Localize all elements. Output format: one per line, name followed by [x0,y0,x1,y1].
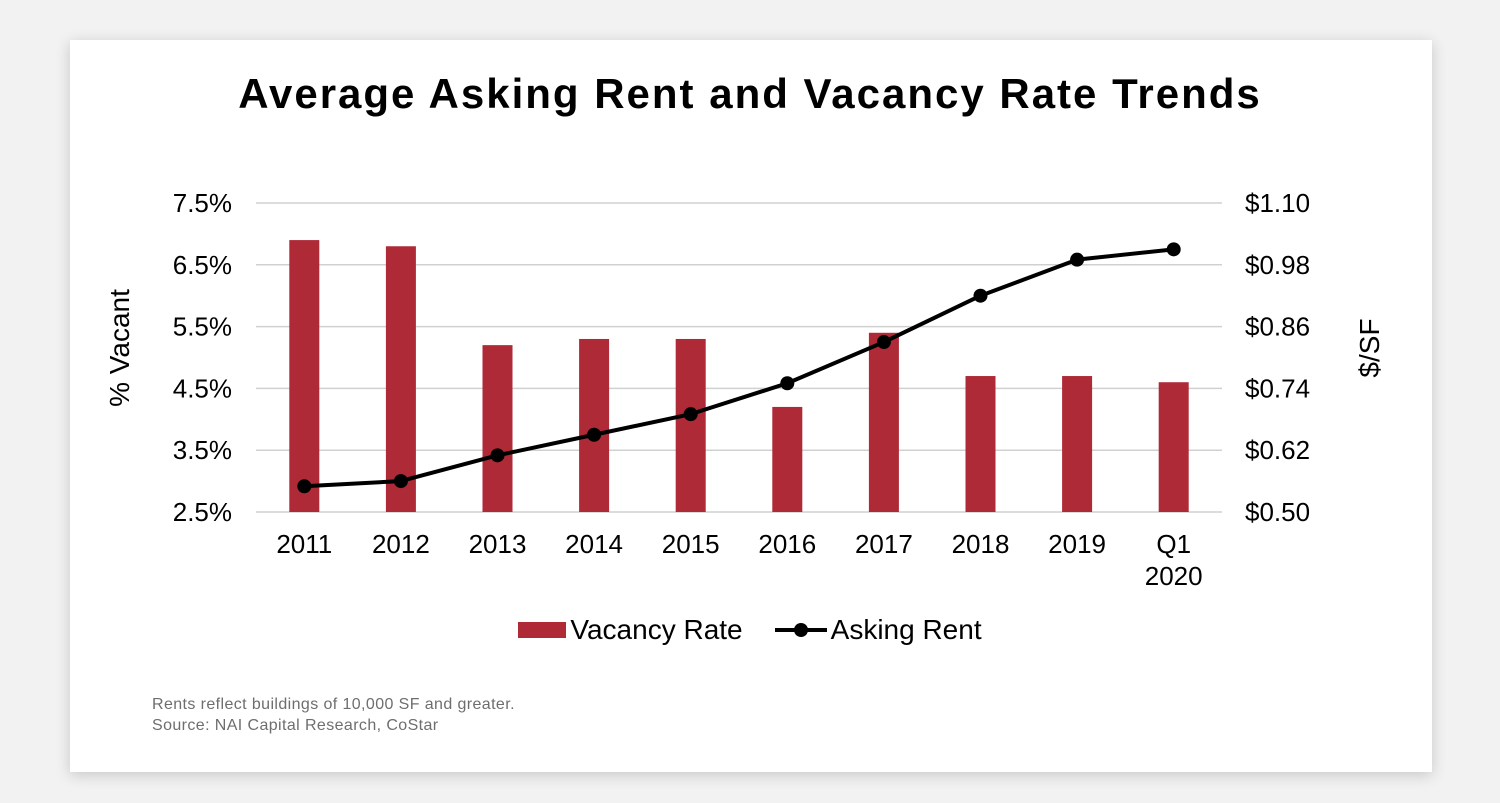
vacancy-bar [772,406,803,512]
asking-rent-point [683,407,698,422]
x-tick-label: 2013 [469,529,527,559]
x-tick-label: 2011 [276,529,332,559]
x-tick-label: 2014 [565,529,623,559]
legend-item-rent: Asking Rent [774,614,982,646]
vacancy-bar [675,338,706,512]
vacancy-bar [1062,376,1093,512]
left-tick-label: 5.5% [173,312,232,342]
legend-line-swatch [774,623,827,637]
vacancy-bar [385,246,416,512]
legend-item-vacancy: Vacancy Rate [518,614,743,646]
x-tick-label: 2017 [855,529,913,559]
chart-title: Average Asking Rent and Vacancy Rate Tre… [238,70,1262,117]
asking-rent-point [1166,242,1181,257]
asking-rent-point [1070,252,1085,267]
right-tick-label: $1.10 [1245,188,1310,218]
right-tick-label: $0.62 [1245,435,1310,465]
footnote-line-2: Source: NAI Capital Research, CoStar [152,717,439,734]
asking-rent-point [393,474,408,489]
asking-rent-point [780,376,795,391]
legend: Vacancy Rate Asking Rent [0,610,1500,650]
left-tick-label: 4.5% [173,373,232,403]
asking-rent-polyline [304,247,1174,489]
right-tick-label: $0.86 [1245,312,1310,342]
right-tick-label: $0.50 [1245,497,1310,527]
vacancy-bar [579,338,610,512]
vacancy-bar [1158,382,1189,512]
vacancy-bars [289,240,1189,512]
footnote-line-1: Rents reflect buildings of 10,000 SF and… [152,696,515,713]
legend-label-rent: Asking Rent [830,614,982,645]
left-tick-label: 3.5% [173,435,232,465]
vacancy-bar [482,345,513,512]
x-tick-label: Q1 [1156,529,1191,559]
right-tick-label: $0.74 [1245,373,1310,403]
x-tick-labels: 2011 2012 2013 2014 2015 2016 2017 2018 2019 Q120… [276,529,1202,591]
asking-rent-point [297,479,312,494]
x-tick-label: 2015 [662,529,720,559]
asking-rent-point [587,427,602,442]
x-tick-label: 2012 [372,529,430,559]
left-tick-labels: 7.5% 6.5% 5.5% 4.5% 3.5% 2.5% [173,188,232,527]
legend-bar-swatch [518,622,567,638]
vacancy-bar [289,240,320,512]
x-tick-label: 2018 [952,529,1010,559]
right-tick-labels: $1.10 $0.98 $0.86 $0.74 $0.62 $0.50 [1245,188,1310,527]
legend-label-vacancy: Vacancy Rate [570,614,743,645]
left-tick-label: 2.5% [173,497,232,527]
x-tick-label: 2016 [758,529,816,559]
asking-rent-line [297,242,1181,494]
vacancy-bar [965,376,996,512]
right-tick-label: $0.98 [1245,250,1310,280]
left-tick-label: 6.5% [173,250,232,280]
gridlines [256,202,1222,513]
asking-rent-point [876,335,891,350]
asking-rent-point [490,448,505,463]
x-tick-label: 2020 [1145,561,1203,591]
plot-area: 7.5% 6.5% 5.5% 4.5% 3.5% 2.5% $1.10 $0.98 $0.86… [173,188,1310,591]
x-tick-label: 2019 [1048,529,1106,559]
left-tick-label: 7.5% [173,188,232,218]
vacancy-bar [868,332,899,512]
footnote: Rents reflect buildings of 10,000 SF and… [152,694,515,736]
asking-rent-point [973,288,988,303]
